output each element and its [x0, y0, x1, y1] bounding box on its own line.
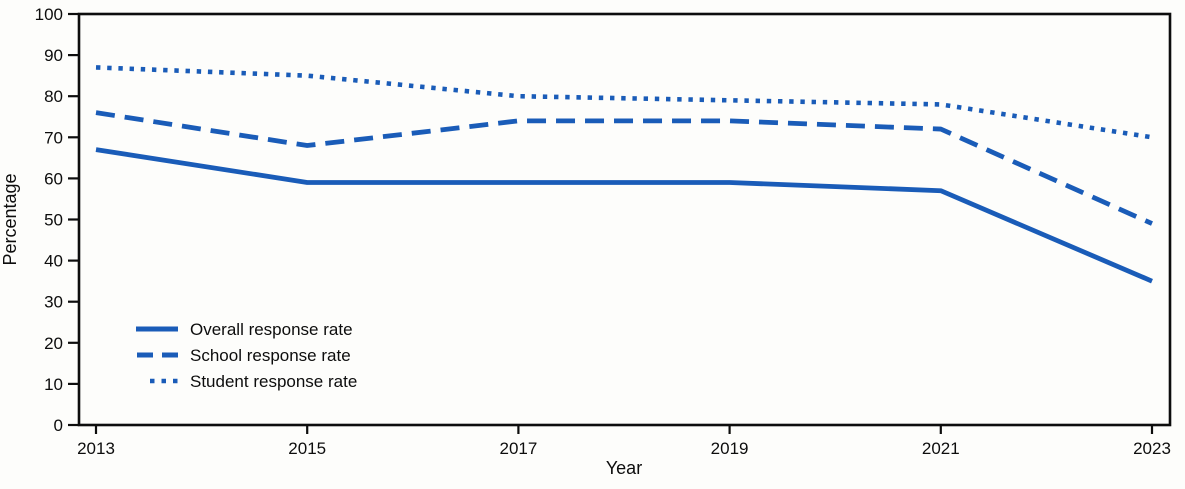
legend-label-school: School response rate — [190, 346, 351, 365]
legend-item-overall: Overall response rate — [136, 320, 353, 339]
legend: Overall response rate School response ra… — [136, 320, 357, 391]
y-tick-label: 70 — [44, 128, 63, 147]
legend-item-school: School response rate — [137, 346, 351, 365]
y-tick-label: 0 — [54, 416, 63, 435]
x-axis: 2013 2015 2017 2019 2021 2023 — [77, 425, 1171, 458]
y-tick-label: 10 — [44, 375, 63, 394]
y-tick-label: 20 — [44, 334, 63, 353]
school-response-rate-line — [95, 110, 1153, 226]
y-tick-label: 100 — [35, 5, 63, 24]
y-tick-label: 30 — [44, 293, 63, 312]
overall-response-rate-line — [95, 147, 1153, 284]
y-tick-label: 50 — [44, 211, 63, 230]
x-tick-label: 2021 — [922, 439, 960, 458]
x-tick-label: 2015 — [288, 439, 326, 458]
x-tick-label: 2019 — [711, 439, 749, 458]
y-tick-label: 60 — [44, 169, 63, 188]
legend-label-overall: Overall response rate — [190, 320, 353, 339]
y-tick-label: 90 — [44, 46, 63, 65]
legend-item-student: Student response rate — [150, 372, 357, 391]
x-tick-label: 2013 — [77, 439, 115, 458]
legend-label-student: Student response rate — [190, 372, 357, 391]
y-tick-label: 80 — [44, 87, 63, 106]
student-response-rate-line — [95, 65, 1153, 140]
y-axis-title: Percentage — [0, 173, 20, 265]
x-tick-label: 2017 — [499, 439, 537, 458]
x-tick-label: 2023 — [1133, 439, 1171, 458]
plot-lines — [95, 65, 1153, 284]
y-tick-label: 40 — [44, 252, 63, 271]
x-axis-title: Year — [606, 458, 642, 478]
y-axis: 0 10 20 30 40 50 60 70 80 90 100 — [35, 5, 79, 435]
